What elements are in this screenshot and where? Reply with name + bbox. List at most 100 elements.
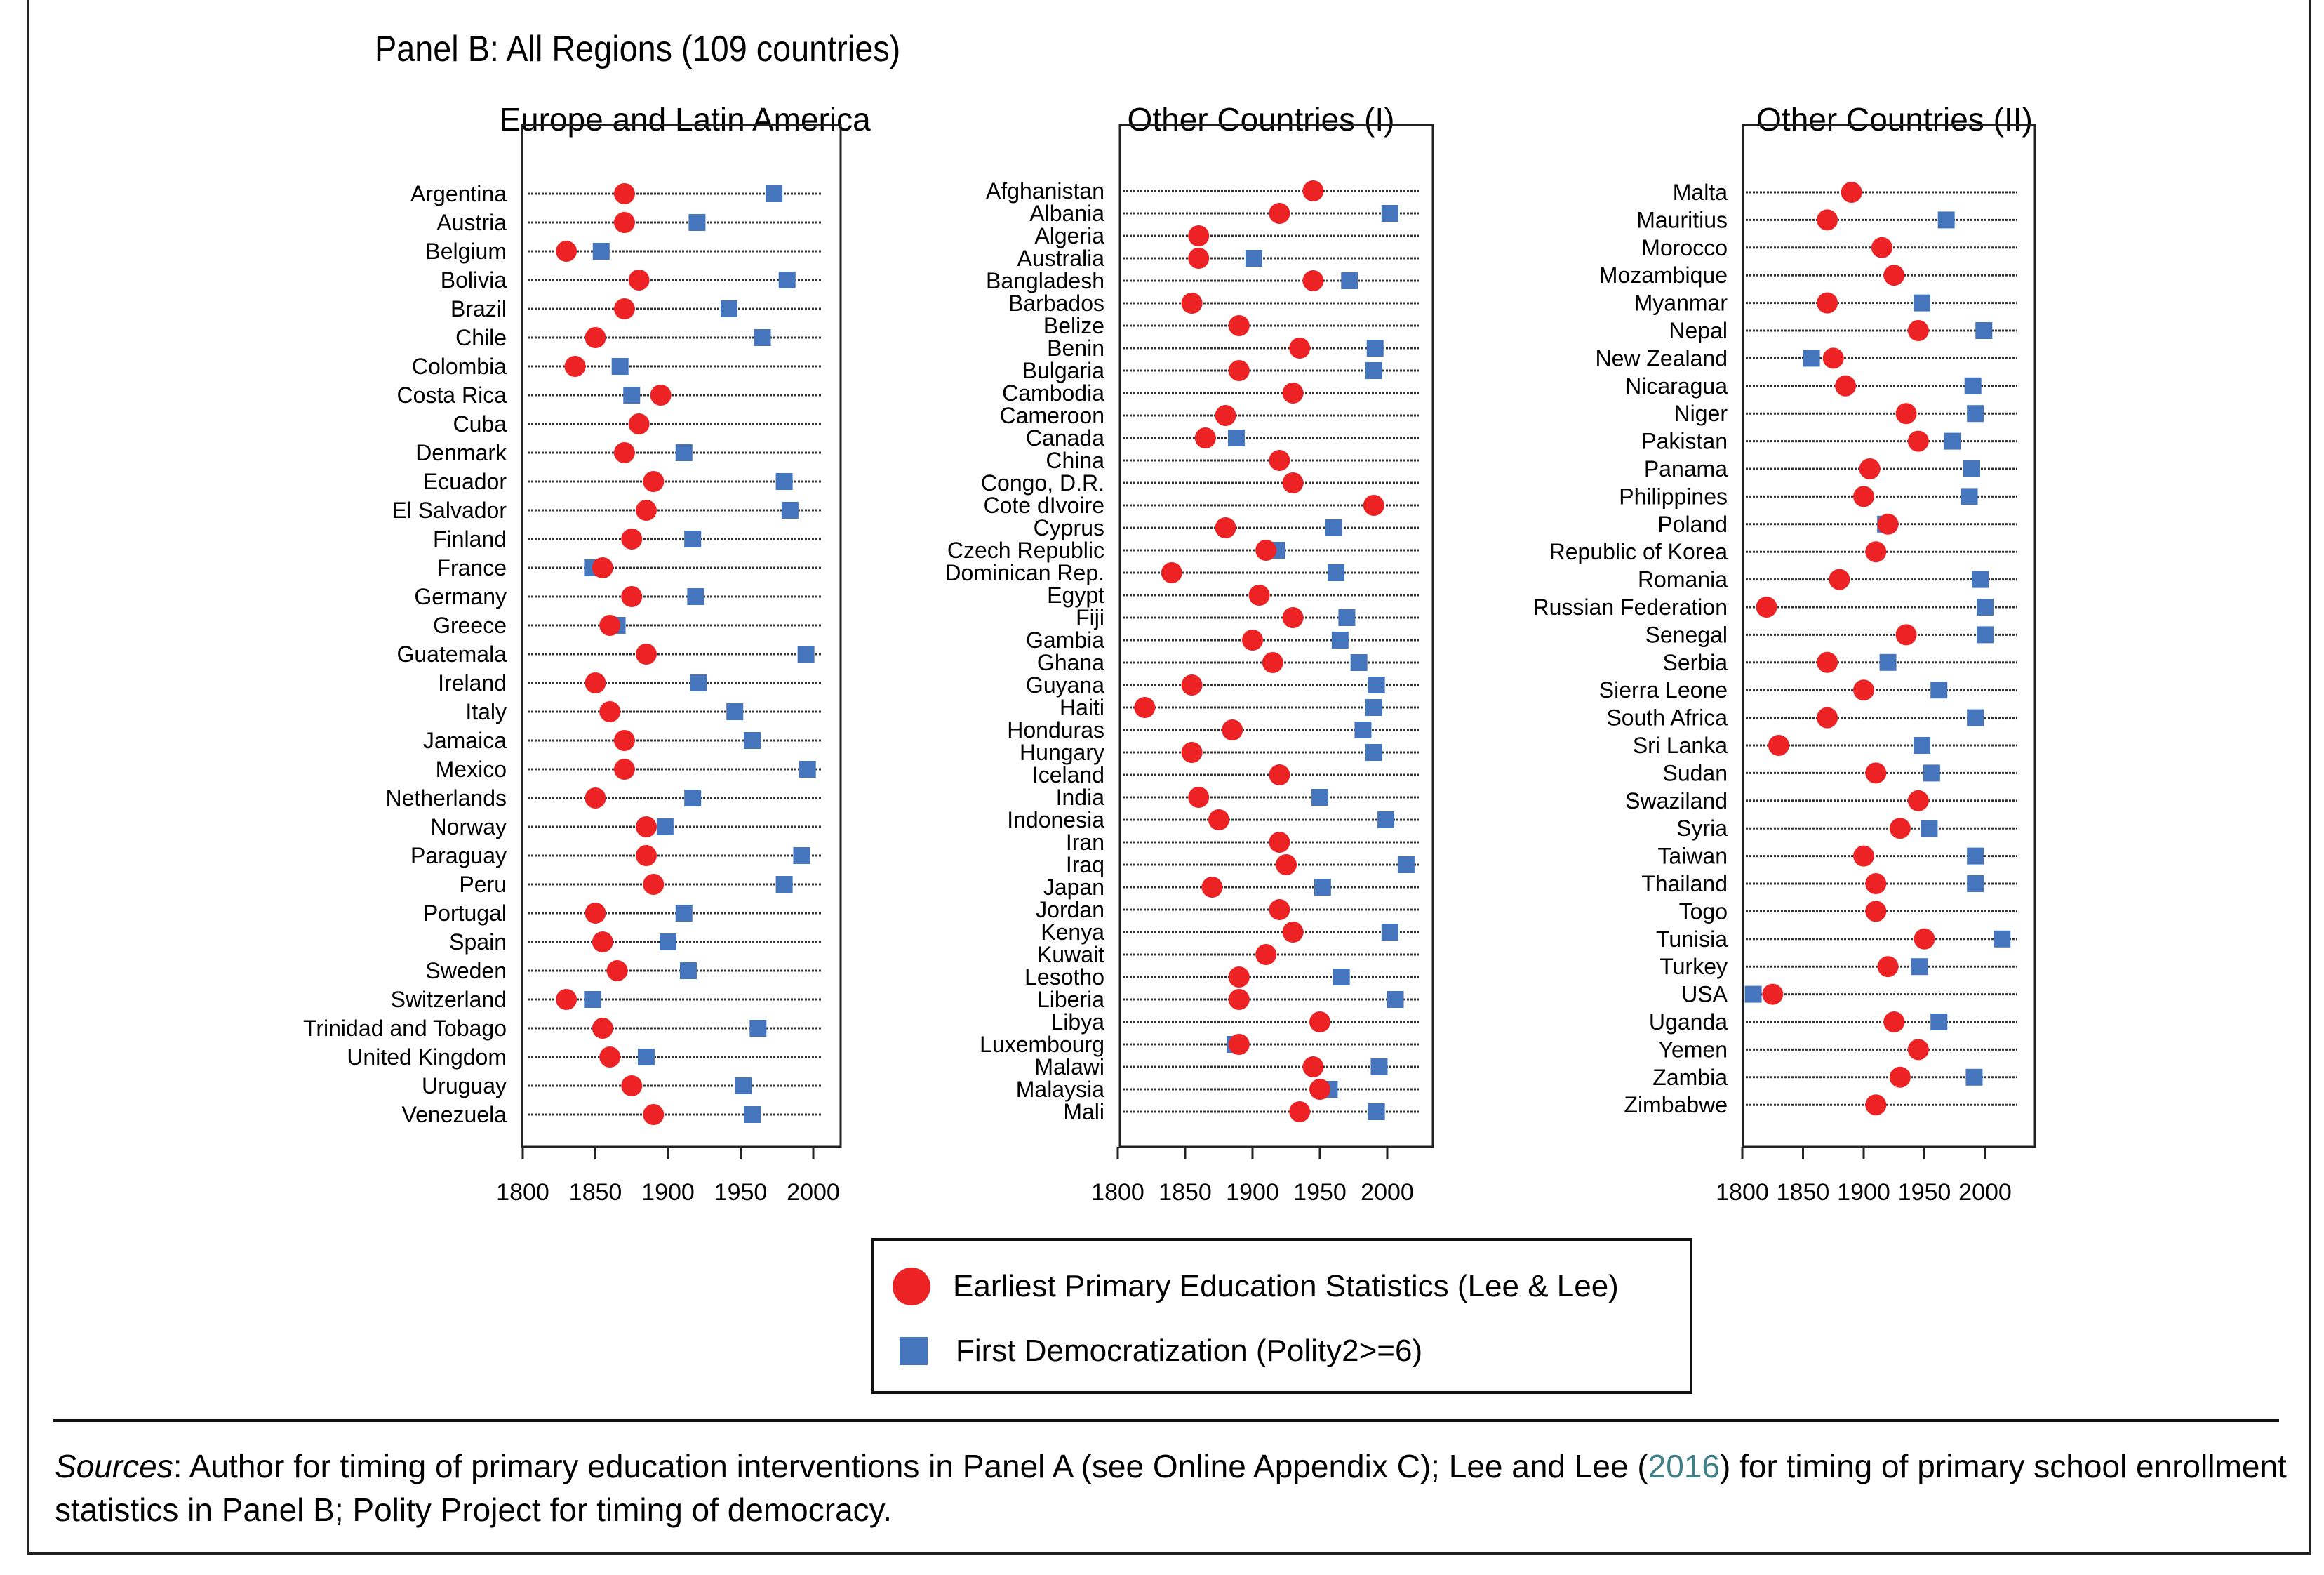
democracy-marker — [766, 185, 783, 202]
country-label: Romania — [1638, 567, 1728, 592]
country-label: Trinidad and Tobago — [303, 1016, 507, 1041]
country-label: Ireland — [438, 670, 507, 696]
democracy-marker — [1961, 488, 1978, 505]
education-marker — [1282, 607, 1304, 628]
country-label: Bangladesh — [986, 268, 1104, 293]
x-tick-label: 1950 — [714, 1179, 768, 1206]
education-marker — [1188, 248, 1210, 269]
education-marker — [613, 442, 635, 463]
country-label: Netherlands — [385, 785, 507, 811]
country-label: Portugal — [423, 901, 507, 926]
country-label: China — [1046, 448, 1104, 473]
blue-square-marker-icon — [900, 1337, 928, 1365]
country-label: Mauritius — [1636, 207, 1728, 232]
democracy-marker — [749, 1020, 767, 1037]
country-label: Niger — [1674, 401, 1728, 426]
x-tick-label: 1950 — [1293, 1179, 1347, 1206]
education-marker — [1877, 956, 1899, 978]
education-marker — [1181, 674, 1203, 696]
education-marker — [1228, 315, 1250, 336]
education-marker — [564, 356, 586, 377]
education-marker — [1181, 742, 1203, 763]
country-label: Russian Federation — [1533, 594, 1728, 620]
education-marker — [1817, 651, 1838, 673]
panel-title: Panel B: All Regions (109 countries) — [375, 29, 901, 69]
country-label: Honduras — [1007, 717, 1104, 743]
democracy-marker — [799, 761, 816, 778]
country-label: South Africa — [1606, 705, 1728, 731]
country-label: Liberia — [1037, 987, 1104, 1012]
country-label: Uruguay — [422, 1073, 507, 1098]
country-label: Cuba — [453, 411, 507, 437]
legend-item-education: Earliest Primary Education Statistics (L… — [893, 1268, 1619, 1305]
education-marker — [1201, 877, 1223, 898]
democracy-marker — [1331, 632, 1349, 649]
country-label: Haiti — [1060, 695, 1104, 720]
country-label: Costa Rica — [397, 383, 507, 408]
education-marker — [635, 500, 657, 521]
education-marker — [643, 471, 665, 492]
legend-item-democracy: First Democratization (Polity2>=6) — [893, 1334, 1422, 1369]
education-marker — [592, 1018, 613, 1039]
democracy-marker — [735, 1077, 752, 1094]
country-label: Peru — [459, 872, 507, 897]
democracy-marker — [1365, 699, 1382, 716]
democracy-marker — [1975, 322, 1993, 339]
country-label: Philippines — [1619, 484, 1728, 509]
education-marker — [1768, 735, 1789, 756]
education-marker — [1822, 347, 1844, 369]
democracy-marker — [1965, 1068, 1983, 1086]
education-marker — [1865, 873, 1887, 894]
country-label: Ghana — [1037, 650, 1104, 675]
democracy-marker — [1967, 709, 1984, 726]
democracy-marker — [781, 502, 799, 519]
education-marker — [1269, 450, 1290, 471]
country-label: Pakistan — [1641, 429, 1728, 454]
democracy-marker — [1930, 682, 1948, 699]
education-marker — [1853, 845, 1874, 867]
democracy-marker — [1967, 847, 1984, 865]
education-marker — [1302, 270, 1324, 291]
panel-subtitle: Europe and Latin America — [499, 101, 871, 138]
country-label: Yemen — [1659, 1037, 1728, 1062]
figure-frame — [27, 0, 2311, 1555]
country-label: Jordan — [1036, 897, 1104, 922]
country-label: Myanmar — [1634, 291, 1728, 316]
country-label: Australia — [1017, 246, 1105, 271]
country-label: Sri Lanka — [1633, 733, 1728, 758]
education-marker — [1228, 966, 1250, 988]
legend-label-education: Earliest Primary Education Statistics (L… — [953, 1269, 1619, 1303]
democracy-marker — [1368, 677, 1385, 693]
country-label: Malawi — [1034, 1054, 1104, 1079]
country-label: Guyana — [1026, 672, 1104, 698]
country-label: Germany — [414, 584, 507, 609]
x-tick-label: 1800 — [1716, 1179, 1769, 1206]
country-label: Norway — [431, 814, 507, 839]
country-label: Japan — [1043, 875, 1104, 900]
education-marker — [1215, 405, 1236, 426]
education-marker — [1262, 652, 1283, 673]
x-tick-label: 1900 — [1226, 1179, 1279, 1206]
democracy-marker — [688, 214, 706, 231]
education-marker — [1859, 458, 1881, 479]
democracy-marker — [592, 243, 610, 260]
education-marker — [1865, 762, 1887, 784]
democracy-marker — [1994, 930, 2011, 948]
country-label: Mozambique — [1599, 262, 1728, 288]
country-label: Jamaica — [423, 728, 507, 753]
country-label: Cambodia — [1002, 380, 1104, 406]
citation-link-2016[interactable]: 2016 — [1648, 1448, 1720, 1484]
education-marker — [1302, 180, 1324, 201]
education-marker — [650, 385, 672, 406]
education-marker — [585, 903, 606, 924]
education-marker — [1907, 790, 1929, 811]
democracy-marker — [1227, 430, 1245, 446]
education-marker — [1289, 338, 1311, 359]
education-marker — [556, 989, 577, 1010]
education-marker — [1269, 832, 1290, 853]
democracy-marker — [637, 1049, 655, 1065]
democracy-marker — [1333, 969, 1350, 985]
education-marker — [1134, 697, 1156, 718]
country-label: Fiji — [1076, 605, 1104, 630]
